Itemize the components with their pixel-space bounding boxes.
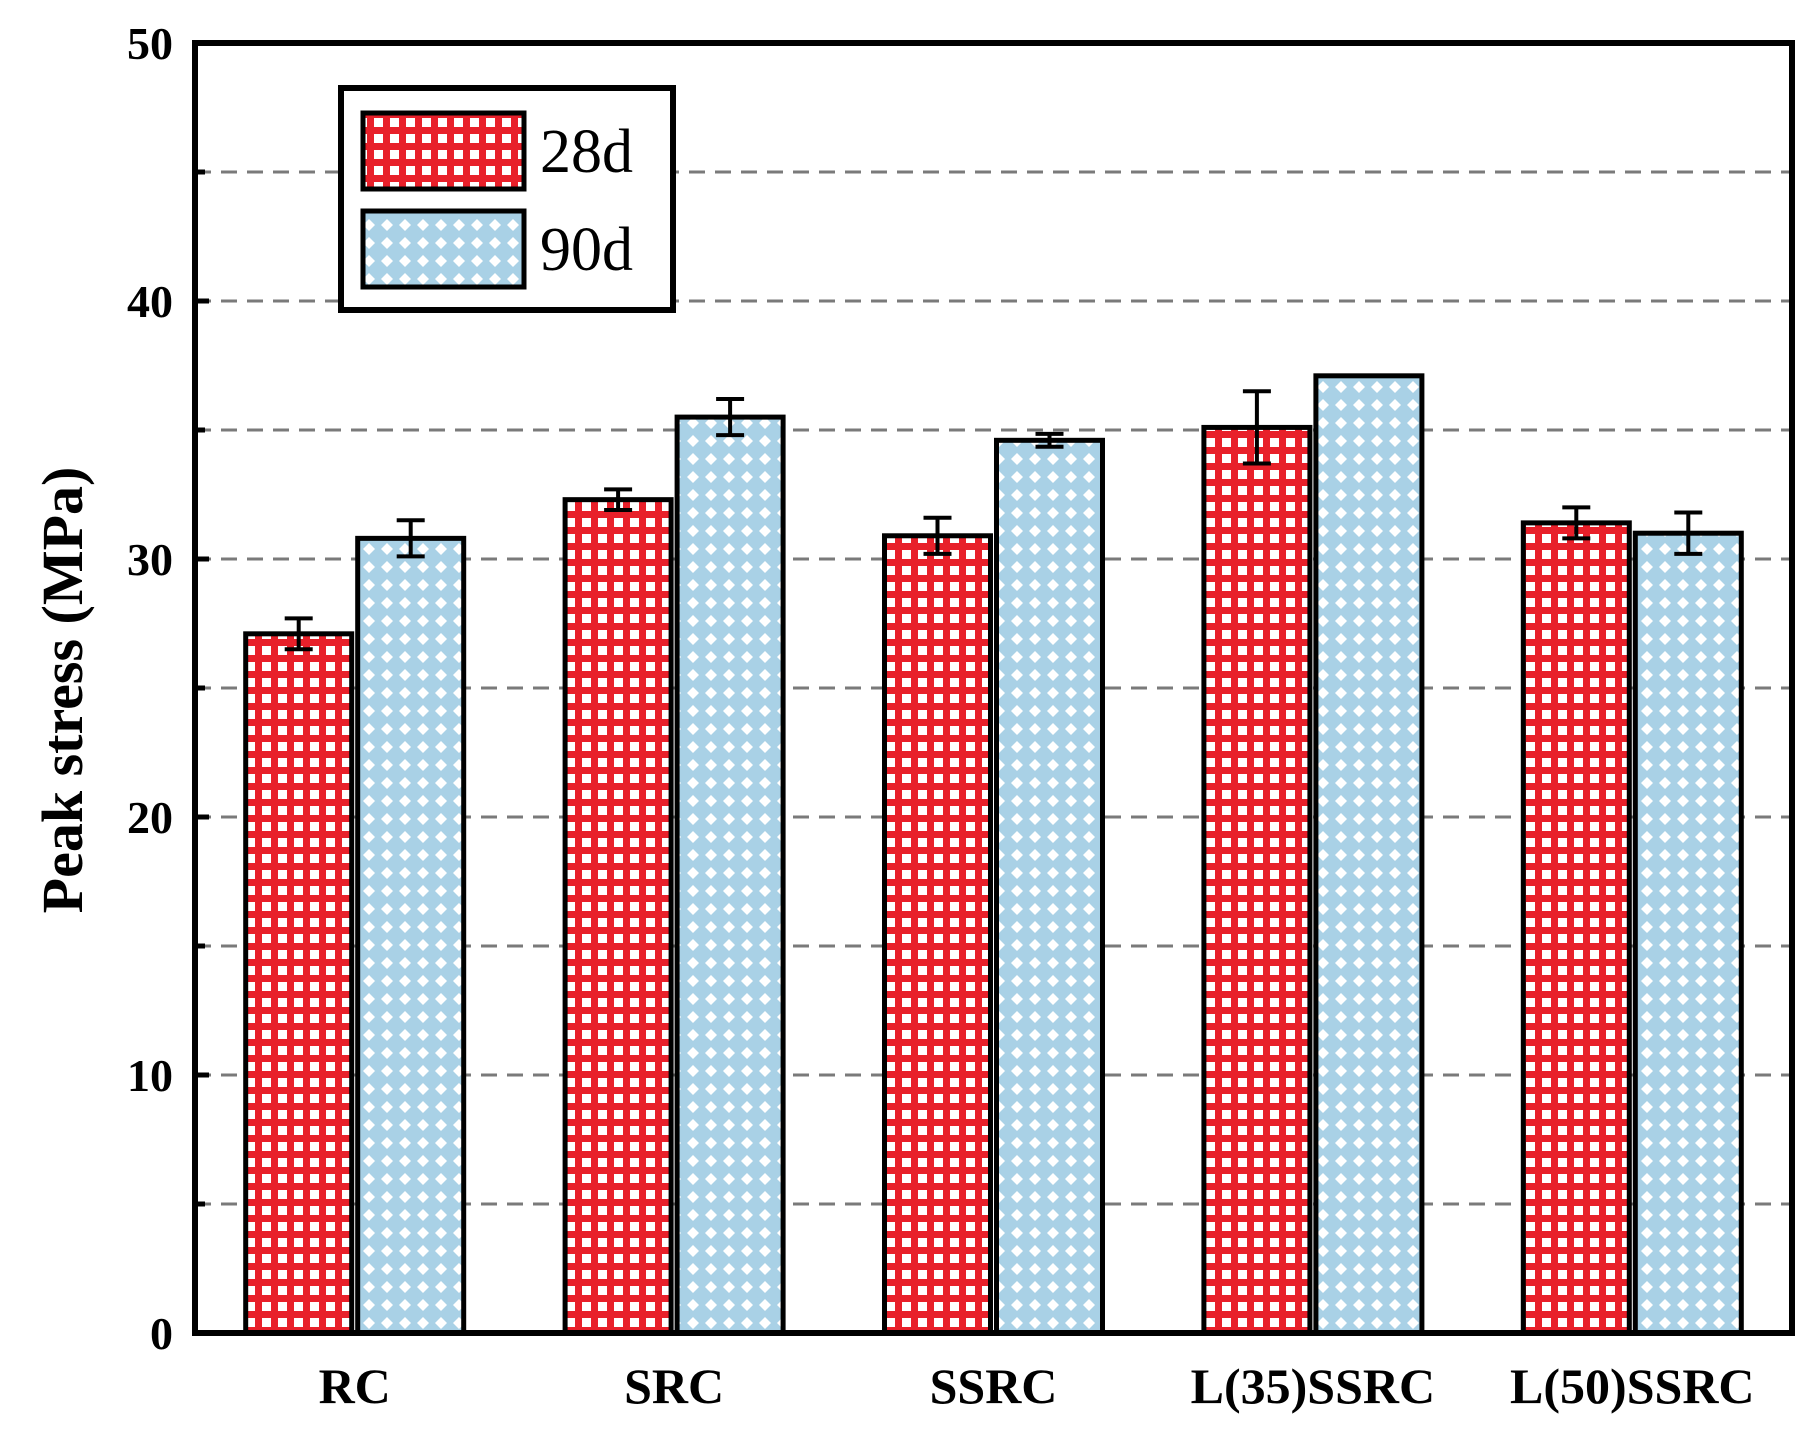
x-tick-label-SSRC: SSRC [930,1358,1058,1414]
legend-swatch-90d [360,208,527,290]
x-tick-label-L(35)SSRC: L(35)SSRC [1191,1358,1435,1414]
bar-90d-RC [355,535,467,1336]
y-tick-label-0: 0 [150,1308,173,1359]
bar-90d-SRC [674,414,786,1336]
y-axis-title: Peak stress (MPa) [30,467,95,914]
bar-90d-SSRC [994,437,1105,1336]
bar-90d-L(35)SSRC [1313,373,1425,1336]
y-tick-label-40: 40 [127,276,173,327]
bar-28d-SSRC [882,533,993,1336]
bar-28d-L(35)SSRC [1201,424,1313,1336]
y-tick-label-50: 50 [127,18,173,69]
x-tick-label-L(50)SSRC: L(50)SSRC [1510,1358,1754,1414]
x-tick-label-RC: RC [319,1358,391,1414]
bars [243,373,1744,1336]
y-axis-ticks: 0 10 20 30 40 50 [127,18,209,1359]
legend: 28d 90d [338,85,676,313]
bar-28d-L(50)SSRC [1520,520,1632,1336]
y-tick-label-10: 10 [127,1050,173,1101]
bar-28d-SRC [562,497,674,1336]
error-bars [284,373,1703,652]
y-tick-label-30: 30 [127,534,173,585]
legend-label-28d: 28d [540,118,633,186]
legend-swatch-28d [360,110,527,192]
x-axis-labels: RC SRC SSRC L(35)SSRC L(50)SSRC [319,1358,1755,1414]
legend-label-90d: 90d [540,216,633,284]
x-tick-label-SRC: SRC [624,1358,724,1414]
bar-90d-L(50)SSRC [1632,530,1744,1336]
bar-28d-RC [243,631,355,1336]
y-tick-label-20: 20 [127,792,173,843]
